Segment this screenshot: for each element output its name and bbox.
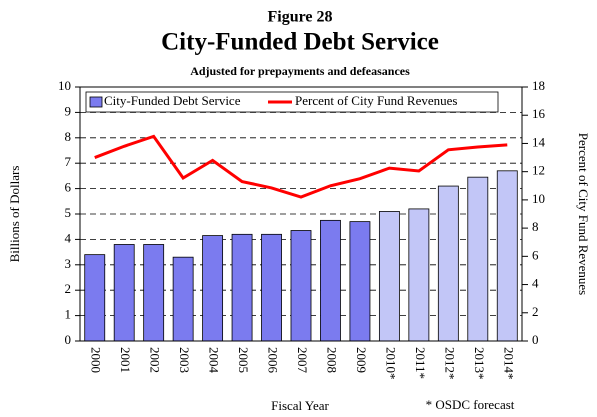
bar [467, 176, 489, 342]
legend-label: Percent of City Fund Revenues [295, 93, 457, 108]
x-tick-label: 2009 [354, 347, 369, 373]
y2-tick-label: 12 [532, 163, 545, 178]
bar [172, 256, 194, 342]
bar [496, 170, 518, 342]
bar [290, 230, 312, 342]
x-tick-label: 2008 [324, 347, 339, 373]
x-tick-label: 2004 [207, 347, 222, 374]
x-tick-label: 2010* [383, 347, 398, 380]
y2-tick-label: 18 [532, 78, 545, 93]
y-tick-label: 2 [65, 281, 72, 296]
y2-tick-label: 2 [532, 304, 539, 319]
annotation: * OSDC forecast [426, 397, 515, 412]
y-tick-label: 6 [65, 180, 72, 195]
y-tick-label: 0 [65, 332, 72, 347]
y2-tick-label: 8 [532, 219, 539, 234]
y-tick-label: 9 [65, 103, 72, 118]
x-tick-label: 2003 [177, 347, 192, 373]
x-tick-label: 2014* [501, 347, 516, 380]
bar [320, 219, 341, 342]
y-tick-label: 4 [65, 230, 72, 245]
bar [408, 208, 430, 342]
bar [349, 221, 371, 342]
y2-tick-label: 14 [532, 134, 546, 149]
bar [437, 185, 459, 342]
x-tick-label: 2001 [118, 347, 133, 373]
figure-label: Figure 28 [267, 9, 332, 26]
bar [261, 233, 282, 342]
x-tick-label: 2011* [413, 347, 428, 379]
bar [202, 235, 224, 342]
x-tick-label: 2007 [295, 347, 310, 374]
bar [143, 244, 165, 342]
y-tick-label: 7 [65, 154, 72, 169]
legend-label: City-Funded Debt Service [104, 93, 241, 108]
bar [113, 244, 135, 342]
y2-tick-label: 0 [532, 332, 539, 347]
x-tick-label: 2000 [89, 347, 104, 373]
y-tick-label: 1 [65, 307, 72, 322]
x-tick-label: 2002 [148, 347, 163, 373]
y-tick-label: 3 [65, 256, 72, 271]
y2-tick-label: 6 [532, 247, 539, 262]
y-tick-label: 10 [58, 78, 71, 93]
chart-subtitle: Adjusted for prepayments and defeasances [190, 64, 410, 78]
y2-axis-label: Percent of City Fund Revenues [576, 133, 591, 295]
bar [231, 233, 253, 342]
x-tick-label: 2005 [236, 347, 251, 373]
x-axis-label: Fiscal Year [271, 398, 329, 413]
y-axis-label: Billions of Dollars [7, 166, 22, 263]
chart-title: City-Funded Debt Service [161, 29, 439, 56]
x-tick-label: 2012* [442, 347, 457, 380]
bar [378, 211, 400, 342]
line [94, 134, 508, 199]
x-tick-label: 2013* [472, 347, 487, 380]
plot-frame [79, 86, 523, 342]
y-tick-label: 5 [65, 205, 72, 220]
y2-tick-label: 10 [532, 191, 545, 206]
legend-swatch [89, 96, 103, 108]
y-tick-label: 8 [65, 129, 72, 144]
x-tick-label: 2006 [266, 347, 281, 374]
bar [84, 254, 106, 342]
y2-tick-label: 4 [532, 276, 539, 291]
y2-tick-label: 16 [532, 106, 546, 121]
